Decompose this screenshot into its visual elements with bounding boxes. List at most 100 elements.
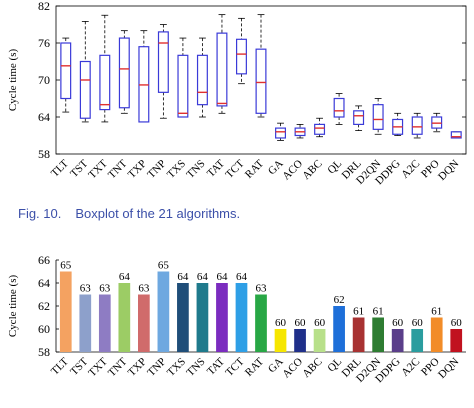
box <box>60 42 72 100</box>
data-label: 61 <box>373 306 384 318</box>
x-tick-label: TXT <box>86 355 110 379</box>
y-tick-label: 58 <box>38 345 50 359</box>
x-tick-label: TNS <box>184 158 207 181</box>
x-tick-label: TLT <box>49 355 71 377</box>
data-label: 60 <box>275 317 287 329</box>
bar <box>216 283 228 352</box>
box <box>196 54 208 106</box>
data-label: 64 <box>197 271 209 283</box>
data-label: 63 <box>256 283 268 295</box>
box <box>353 110 365 126</box>
x-tick-label: RAT <box>243 157 266 180</box>
box <box>157 31 169 93</box>
x-tick-label: A2C <box>399 356 422 379</box>
box <box>118 37 130 109</box>
x-tick-label: A2C <box>399 158 422 181</box>
bar <box>255 294 267 352</box>
box <box>255 48 267 114</box>
x-tick-label: TCT <box>223 355 246 378</box>
bar <box>157 271 170 352</box>
bar <box>235 283 248 352</box>
y-tick-label: 62 <box>38 299 50 313</box>
data-label: 60 <box>314 317 326 329</box>
data-label: 62 <box>334 294 345 306</box>
box <box>411 116 423 135</box>
x-tick-label: TNT <box>106 157 130 181</box>
data-label: 63 <box>80 283 92 295</box>
box <box>177 54 189 118</box>
x-tick-label: TXS <box>165 356 188 379</box>
x-tick-label: ABC <box>300 158 324 182</box>
box <box>450 131 462 139</box>
box <box>79 60 91 119</box>
box <box>99 54 111 111</box>
data-label: 60 <box>295 317 307 329</box>
y-tick-label: 64 <box>38 276 50 290</box>
bar <box>177 283 189 352</box>
data-label: 64 <box>216 271 228 283</box>
bar <box>98 294 111 352</box>
figure-caption: Fig. 10. Boxplot of the 21 algorithms. <box>18 206 240 221</box>
y-tick-label: 60 <box>38 322 50 336</box>
data-label: 64 <box>236 271 248 283</box>
y-tick-label: 76 <box>38 36 50 50</box>
x-tick-label: TST <box>68 157 91 180</box>
box <box>275 127 287 139</box>
x-tick-label: TNS <box>184 356 207 379</box>
x-tick-label: TLT <box>49 157 71 179</box>
box <box>333 97 345 118</box>
bar <box>352 317 365 352</box>
bar <box>313 329 326 352</box>
x-tick-label: TNT <box>106 355 130 379</box>
bar <box>450 329 463 352</box>
x-tick-label: TNP <box>145 356 168 379</box>
plot-frame <box>55 5 467 155</box>
x-tick-label: RAT <box>243 355 266 378</box>
x-tick-label: TXS <box>165 158 188 181</box>
x-tick-label: TST <box>68 355 91 378</box>
x-tick-label: TAT <box>205 355 227 377</box>
x-tick-label: TCT <box>223 157 246 180</box>
bar <box>333 306 345 352</box>
data-label: 64 <box>119 271 131 283</box>
bar <box>430 317 443 352</box>
bar <box>411 329 424 352</box>
data-label: 64 <box>177 271 189 283</box>
y-tick-label: 66 <box>38 253 50 267</box>
bar <box>391 329 404 352</box>
bar <box>372 317 384 352</box>
x-tick-label: ACO <box>280 158 305 183</box>
x-tick-label: DQN <box>436 158 461 183</box>
data-label: 60 <box>412 317 424 329</box>
data-label: 63 <box>138 283 150 295</box>
x-tick-label: ACO <box>280 356 305 381</box>
bar <box>79 294 92 352</box>
bar <box>274 329 287 352</box>
data-label: 61 <box>431 306 442 318</box>
box <box>372 104 384 130</box>
y-axis-label: Cycle time (s) <box>7 49 19 112</box>
bar <box>294 329 306 352</box>
bar <box>138 294 150 352</box>
data-label: 60 <box>451 317 463 329</box>
box <box>314 123 326 135</box>
data-label: 65 <box>158 260 170 272</box>
bar <box>59 271 72 352</box>
data-label: 65 <box>60 260 72 272</box>
x-tick-label: TXP <box>126 356 149 379</box>
y-tick-label: 64 <box>38 110 50 124</box>
x-tick-label: ABC <box>300 356 324 380</box>
x-tick-label: TXT <box>86 157 110 181</box>
box <box>235 38 247 75</box>
x-tick-label: TAT <box>205 157 227 179</box>
bar <box>196 283 209 352</box>
figure-caption-text: Boxplot of the 21 algorithms. <box>75 206 241 221</box>
y-tick-label: 82 <box>38 0 50 13</box>
x-tick-label: DQN <box>436 356 461 381</box>
bar-chart: 58 60 62 64 66 Cycle time (s) 65 TLT 63 TST 63 TXT 6… <box>7 253 466 385</box>
x-tick-label: TXP <box>126 158 149 181</box>
figure-number: Fig. 10. <box>18 206 62 221</box>
y-axis-label: Cycle time (s) <box>7 275 19 338</box>
x-tick-label: TNP <box>145 158 168 181</box>
